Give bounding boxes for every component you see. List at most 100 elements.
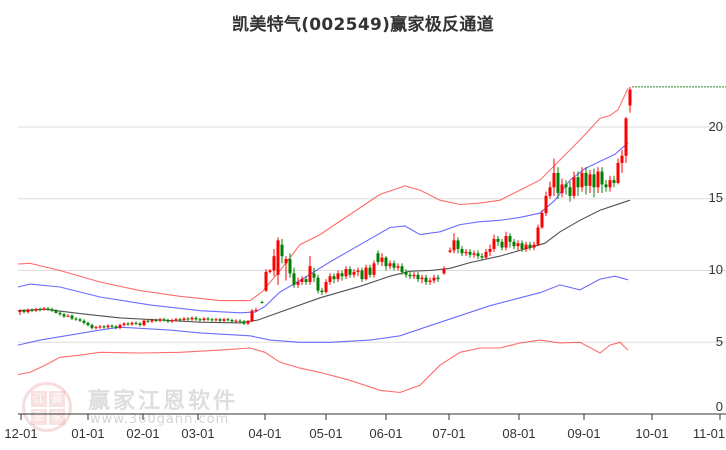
- candle: [552, 158, 556, 196]
- candle: [532, 241, 536, 251]
- candle: [146, 319, 150, 323]
- candle: [234, 319, 238, 323]
- candle: [568, 181, 572, 202]
- candle: [580, 167, 584, 192]
- candle: [592, 168, 596, 198]
- candle: [432, 274, 436, 284]
- candle: [584, 167, 588, 195]
- candlesticks: [18, 86, 632, 330]
- watermark-logo-char: 江: [31, 391, 47, 407]
- watermark-logo-char: 赢: [49, 391, 65, 407]
- candle: [404, 269, 408, 278]
- candle: [612, 175, 616, 188]
- candle: [218, 317, 222, 323]
- y-tick-label: 5: [715, 334, 723, 349]
- watermark-logo-char: 家: [49, 409, 65, 425]
- candle: [624, 116, 628, 163]
- candle: [186, 317, 190, 321]
- candle: [226, 317, 230, 322]
- candle: [264, 269, 268, 293]
- lower-outer-line: [17, 339, 629, 394]
- candle: [18, 309, 22, 315]
- candle: [556, 167, 560, 199]
- candle: [516, 240, 520, 251]
- candle: [34, 307, 38, 313]
- candle: [448, 247, 452, 254]
- candle: [360, 267, 364, 282]
- x-tick-label: 04-01: [248, 426, 282, 441]
- candle: [412, 271, 416, 280]
- candle: [126, 322, 130, 326]
- candle: [30, 308, 34, 313]
- candle: [254, 307, 258, 313]
- candle: [616, 158, 620, 185]
- candle: [428, 277, 432, 285]
- candle: [82, 319, 86, 325]
- candle: [548, 181, 552, 199]
- candle: [296, 277, 300, 288]
- x-tick-label: 07-01: [432, 426, 466, 441]
- candle: [288, 253, 292, 278]
- candle: [328, 273, 332, 285]
- lower-inner-line: [17, 275, 629, 346]
- candle: [504, 231, 508, 251]
- candle: [198, 317, 202, 322]
- candle: [46, 307, 50, 311]
- candle: [42, 307, 46, 311]
- candle: [74, 317, 78, 321]
- candle: [214, 317, 218, 322]
- candle: [500, 238, 504, 251]
- candle: [162, 317, 166, 322]
- candle: [134, 321, 138, 326]
- candle: [98, 325, 102, 329]
- candle: [190, 316, 194, 321]
- candle: [250, 309, 254, 323]
- candle: [122, 322, 126, 327]
- y-tick-label: 15: [708, 190, 723, 205]
- candle: [576, 171, 580, 196]
- candle: [476, 250, 480, 260]
- candle: [102, 325, 106, 329]
- watermark-logo-char: 恩: [31, 409, 47, 425]
- chart-title: 凯美特气(002549)赢家极反通道: [232, 15, 494, 35]
- candle: [420, 274, 424, 284]
- candle: [292, 267, 296, 288]
- watermark-logo: 江 赢 恩 家: [22, 382, 72, 432]
- candle: [268, 269, 272, 274]
- candle: [154, 318, 158, 323]
- candle: [316, 274, 320, 294]
- candle: [284, 256, 288, 281]
- candle: [400, 263, 404, 275]
- candle: [332, 273, 336, 284]
- candle: [260, 300, 264, 304]
- candle: [396, 263, 400, 271]
- x-tick-label: 10-01: [635, 426, 669, 441]
- candle: [488, 244, 492, 257]
- candle: [78, 317, 82, 323]
- candle: [94, 325, 98, 330]
- grid-lines: [18, 126, 726, 343]
- candle: [22, 309, 26, 314]
- candle: [174, 317, 178, 322]
- candle: [142, 319, 146, 327]
- candle: [66, 314, 70, 318]
- x-tick-label: 12-01: [4, 426, 38, 441]
- candle: [442, 266, 446, 275]
- candle: [512, 238, 516, 249]
- x-tick-label: 09-01: [567, 426, 601, 441]
- candle: [600, 167, 604, 194]
- candle: [158, 317, 162, 323]
- candle: [364, 264, 368, 281]
- watermark-url: www.360gann.com: [90, 412, 230, 427]
- candle: [424, 274, 428, 285]
- candle: [372, 260, 376, 278]
- candle: [138, 322, 142, 327]
- candle: [452, 233, 456, 254]
- candle: [26, 308, 30, 314]
- candle: [246, 320, 250, 326]
- candle: [70, 314, 74, 321]
- candle: [596, 167, 600, 194]
- candle: [416, 271, 420, 282]
- candle: [536, 224, 540, 247]
